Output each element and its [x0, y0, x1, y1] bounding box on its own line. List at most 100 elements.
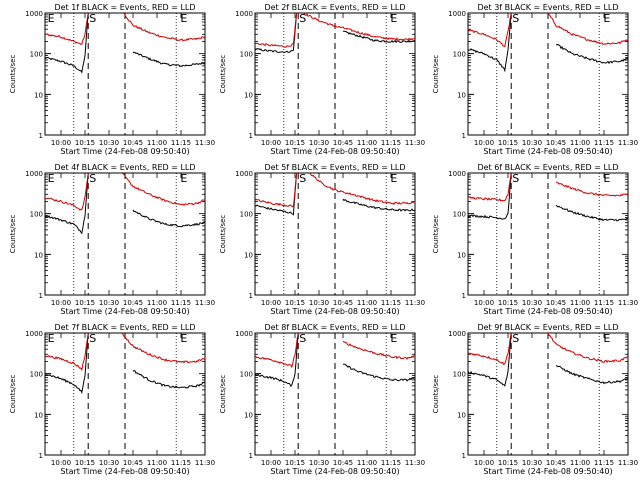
- x-tick-label: 10:00: [51, 299, 71, 307]
- x-tick-label: 10:30: [522, 299, 542, 307]
- lld-series-line: [467, 332, 512, 366]
- y-tick-label: 1: [39, 132, 43, 140]
- det-panel-2: Det 2f BLACK = Events, RED = LLD 1 10 100 10…: [219, 3, 425, 156]
- lld-series-line: [467, 172, 512, 202]
- lld-series-line: [467, 12, 512, 48]
- x-tick-label: 10:00: [51, 139, 71, 147]
- y-tick-label: 1000: [235, 330, 253, 338]
- x-tick-label: 11:00: [357, 139, 377, 147]
- y-tick-label: 1000: [448, 170, 466, 178]
- events-series-line: [254, 172, 298, 216]
- x-tick-label: 11:00: [147, 299, 167, 307]
- x-tick-label: 11:00: [357, 459, 377, 467]
- x-tick-label: 11:30: [618, 139, 638, 147]
- y-axis-label: Counts/sec: [432, 55, 440, 94]
- y-tick-label: 1: [462, 452, 466, 460]
- x-tick-label: 11:15: [171, 299, 191, 307]
- events-series-line: [555, 43, 629, 65]
- y-tick-label: 1000: [25, 170, 43, 178]
- event-marker-letter: S: [299, 172, 306, 185]
- panel-title: Det 5f BLACK = Events, RED = LLD: [264, 163, 405, 172]
- x-tick-label: 10:00: [261, 139, 281, 147]
- x-tick-label: 11:30: [195, 459, 215, 467]
- lld-series-line: [44, 332, 89, 372]
- x-tick-label: 11:30: [195, 299, 215, 307]
- lld-series-line: [121, 332, 206, 364]
- y-tick-label: 100: [453, 371, 466, 379]
- event-marker-letter: S: [299, 12, 306, 25]
- x-tick-label: 11:15: [171, 139, 191, 147]
- x-axis-label: Start Time (24-Feb-08 09:50:40): [60, 147, 189, 156]
- x-tick-label: 11:30: [405, 139, 425, 147]
- x-tick-label: 10:30: [522, 139, 542, 147]
- lld-series-line: [254, 12, 298, 48]
- event-marker-letter: E: [603, 332, 610, 345]
- x-tick-label: 10:00: [474, 459, 494, 467]
- x-tick-label: 10:00: [51, 459, 71, 467]
- y-tick-label: 10: [244, 91, 253, 99]
- det-panel-8: Det 8f BLACK = Events, RED = LLD 1 10 100 10…: [219, 323, 425, 476]
- x-tick-label: 10:45: [123, 459, 143, 467]
- panel-title: Det 6f BLACK = Events, RED = LLD: [477, 163, 618, 172]
- y-tick-label: 10: [34, 251, 43, 259]
- event-marker-letter: S: [89, 172, 96, 185]
- x-tick-label: 11:30: [405, 299, 425, 307]
- x-tick-label: 10:15: [285, 139, 305, 147]
- x-axis-label: Start Time (24-Feb-08 09:50:40): [483, 467, 612, 476]
- y-axis-label: Counts/sec: [219, 375, 227, 414]
- y-axis-label: Counts/sec: [9, 55, 17, 94]
- y-axis-label: Counts/sec: [9, 375, 17, 414]
- x-tick-label: 10:45: [546, 299, 566, 307]
- event-marker-letter: E: [48, 332, 55, 345]
- y-tick-label: 10: [457, 91, 466, 99]
- y-axis-label: Counts/sec: [432, 215, 440, 254]
- det-panel-1: Det 1f BLACK = Events, RED = LLD 1 10 100 10…: [9, 3, 215, 156]
- det-panel-7: Det 7f BLACK = Events, RED = LLD 1 10 100 10…: [9, 323, 215, 476]
- event-marker-letter: E: [180, 172, 187, 185]
- panel-title: Det 7f BLACK = Events, RED = LLD: [54, 323, 195, 332]
- y-tick-label: 1: [462, 132, 466, 140]
- events-series-line: [254, 12, 298, 54]
- events-series-line: [132, 51, 206, 68]
- event-marker-letter: S: [512, 12, 519, 25]
- lld-series-line: [555, 181, 629, 197]
- det-panel-4: Det 4f BLACK = Events, RED = LLD 1 10 100 10…: [9, 163, 215, 316]
- y-axis-label: Counts/sec: [219, 215, 227, 254]
- x-tick-label: 10:30: [99, 459, 119, 467]
- x-tick-label: 11:15: [171, 459, 191, 467]
- x-tick-label: 10:45: [546, 139, 566, 147]
- event-marker-letter: E: [48, 172, 55, 185]
- y-tick-label: 100: [240, 51, 253, 59]
- x-axis-label: Start Time (24-Feb-08 09:50:40): [483, 147, 612, 156]
- events-series-line: [467, 332, 512, 387]
- event-marker-letter: E: [180, 12, 187, 25]
- lld-series-line: [254, 332, 299, 369]
- y-tick-label: 1000: [25, 330, 43, 338]
- panel-title: Det 2f BLACK = Events, RED = LLD: [264, 3, 405, 12]
- x-axis-label: Start Time (24-Feb-08 09:50:40): [270, 467, 399, 476]
- y-tick-label: 100: [240, 211, 253, 219]
- events-series-line: [467, 172, 512, 220]
- events-series-line: [555, 365, 629, 385]
- y-axis-label: Counts/sec: [432, 375, 440, 414]
- y-tick-label: 100: [453, 211, 466, 219]
- events-series-line: [254, 332, 299, 388]
- event-marker-letter: E: [390, 172, 397, 185]
- x-tick-label: 10:15: [498, 299, 518, 307]
- det-panel-6: Det 6f BLACK = Events, RED = LLD 1 10 100 10…: [432, 163, 638, 316]
- y-tick-label: 1000: [235, 10, 253, 18]
- events-series-line: [44, 172, 89, 235]
- x-tick-label: 10:15: [75, 139, 95, 147]
- events-series-line: [467, 12, 512, 73]
- lld-series-line: [44, 12, 89, 45]
- events-series-line: [342, 30, 416, 44]
- y-tick-label: 100: [30, 211, 43, 219]
- y-tick-label: 1000: [448, 330, 466, 338]
- x-tick-label: 10:45: [333, 139, 353, 147]
- x-tick-label: 10:30: [522, 459, 542, 467]
- x-tick-label: 11:15: [594, 139, 614, 147]
- x-tick-label: 11:15: [381, 459, 401, 467]
- x-tick-label: 10:15: [75, 299, 95, 307]
- x-tick-label: 11:30: [618, 299, 638, 307]
